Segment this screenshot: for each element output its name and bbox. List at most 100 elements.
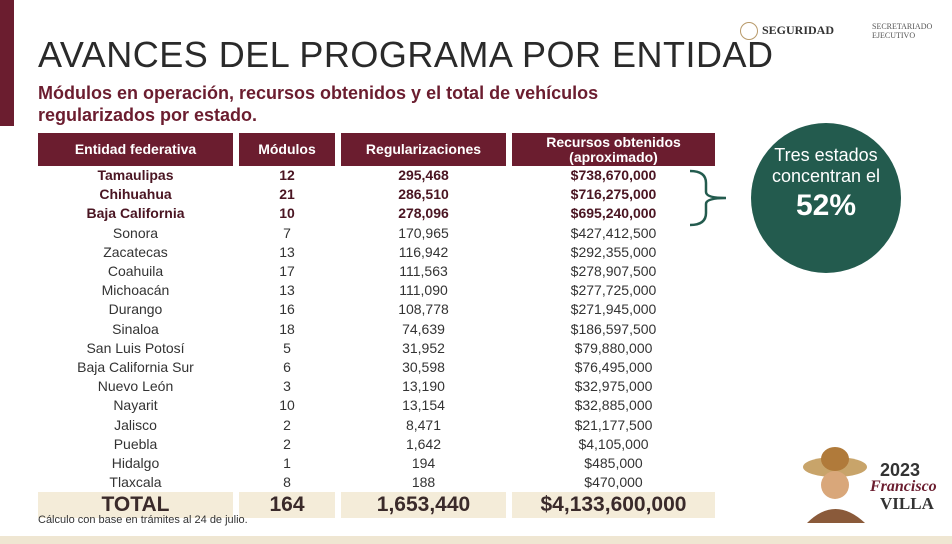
table-cell: $427,412,500 bbox=[570, 224, 657, 241]
emblem-name: Francisco bbox=[870, 478, 937, 495]
table-cell: 13,154 bbox=[402, 397, 445, 414]
table-cell: $695,240,000 bbox=[570, 205, 657, 222]
table-cell: 5 bbox=[283, 339, 291, 356]
table-cell: 8,471 bbox=[405, 416, 442, 433]
table-row: Tamaulipas 12 295,468 $738,670,000 bbox=[38, 166, 715, 185]
table-row: Coahuila 17 111,563 $278,907,500 bbox=[38, 262, 715, 281]
table-cell: $4,105,000 bbox=[578, 435, 649, 452]
table-cell: 3 bbox=[283, 378, 291, 395]
table-cell: 286,510 bbox=[398, 186, 449, 203]
table-cell: 17 bbox=[279, 263, 295, 280]
footer-strip bbox=[0, 536, 952, 544]
table-row: Durango 16 108,778 $271,945,000 bbox=[38, 300, 715, 319]
table-cell: 18 bbox=[279, 320, 295, 337]
logo: SEGURIDAD bbox=[740, 22, 834, 40]
table-cell: 8 bbox=[283, 474, 291, 491]
table-cell: 16 bbox=[279, 301, 295, 318]
table-cell: 21 bbox=[279, 186, 295, 203]
column-header: Entidad federativa bbox=[38, 133, 233, 166]
table-cell: 6 bbox=[283, 358, 291, 375]
table-cell: 170,965 bbox=[398, 224, 449, 241]
table-cell: $738,670,000 bbox=[570, 167, 657, 184]
table-cell: 2 bbox=[283, 435, 291, 452]
table-cell: Nayarit bbox=[113, 397, 158, 414]
column-header: Módulos bbox=[239, 133, 335, 166]
footnote: Cálculo con base en trámites al 24 de ju… bbox=[38, 514, 248, 526]
table-cell: 12 bbox=[279, 167, 295, 184]
table-cell: 111,563 bbox=[399, 263, 448, 280]
table-cell: 194 bbox=[411, 454, 436, 471]
emblem-figure bbox=[803, 447, 867, 523]
table-cell: Durango bbox=[108, 301, 163, 318]
table-row: Baja California 10 278,096 $695,240,000 bbox=[38, 204, 715, 223]
table-cell: Nuevo León bbox=[97, 378, 174, 395]
emblem-name: VILLA bbox=[880, 494, 934, 513]
bracket bbox=[689, 169, 727, 227]
accent-bar bbox=[0, 0, 14, 126]
callout-value: 52% bbox=[795, 189, 857, 222]
callout: Tres estados concentran el 52% bbox=[751, 123, 901, 273]
table-cell: 10 bbox=[279, 397, 295, 414]
column-header: Recursos obtenidos (aproximado) bbox=[512, 133, 715, 166]
table-row: Chihuahua 21 286,510 $716,275,000 bbox=[38, 185, 715, 204]
table-cell: Tamaulipas bbox=[97, 167, 174, 184]
table-cell: 295,468 bbox=[398, 167, 449, 184]
total-cell: $4,133,600,000 bbox=[512, 492, 715, 519]
logo-text: SEGURIDAD bbox=[762, 22, 835, 37]
table-row: Baja California Sur 6 30,598 $76,495,000 bbox=[38, 358, 715, 377]
table-cell: $277,725,000 bbox=[570, 282, 657, 299]
total-cell: TOTAL bbox=[38, 492, 233, 519]
table-cell: 278,096 bbox=[398, 205, 449, 222]
table-cell: $470,000 bbox=[584, 474, 643, 491]
table-row: San Luis Potosí 5 31,952 $79,880,000 bbox=[38, 339, 715, 358]
header-row: Entidad federativa Módulos Regularizacione… bbox=[38, 133, 715, 166]
column-header: Regularizaciones bbox=[341, 133, 506, 166]
table-row: Hidalgo 1 194 $485,000 bbox=[38, 454, 715, 473]
table-cell: 13,190 bbox=[402, 378, 445, 395]
table-cell: 13 bbox=[279, 282, 295, 299]
table-cell: Michoacán bbox=[101, 282, 170, 299]
table-row: Puebla 2 1,642 $4,105,000 bbox=[38, 435, 715, 454]
table-row: Jalisco 2 8,471 $21,177,500 bbox=[38, 415, 715, 434]
total-cell: 1,653,440 bbox=[341, 492, 506, 519]
table-cell: 2 bbox=[283, 416, 291, 433]
table-row: Tlaxcala 8 188 $470,000 bbox=[38, 473, 715, 492]
table-row: Sonora 7 170,965 $427,412,500 bbox=[38, 224, 715, 243]
table-cell: $292,355,000 bbox=[570, 243, 657, 260]
table-cell: Hidalgo bbox=[111, 454, 160, 471]
table-cell: 74,639 bbox=[402, 320, 445, 337]
table-cell: $186,597,500 bbox=[570, 320, 657, 337]
emblem-year: 2023 bbox=[880, 460, 921, 480]
table-cell: Baja California bbox=[86, 205, 185, 222]
table-cell: $32,975,000 bbox=[574, 378, 653, 395]
total-cell: 164 bbox=[239, 492, 335, 519]
table-cell: 108,778 bbox=[398, 301, 449, 318]
table-cell: $21,177,500 bbox=[574, 416, 653, 433]
table-cell: 188 bbox=[411, 474, 436, 491]
table-cell: $79,880,000 bbox=[574, 339, 653, 356]
table-cell: Coahuila bbox=[107, 263, 164, 280]
table-cell: Tlaxcala bbox=[109, 474, 162, 491]
table-row: Nuevo León 3 13,190 $32,975,000 bbox=[38, 377, 715, 396]
subtitle: Módulos en operación, recursos obtenidos… bbox=[38, 83, 599, 125]
table-cell: Baja California Sur bbox=[77, 358, 194, 375]
table-row: Zacatecas 13 116,942 $292,355,000 bbox=[38, 243, 715, 262]
table-cell: $271,945,000 bbox=[570, 301, 657, 318]
table-body: Tamaulipas 12 295,468 $738,670,000 Chihuahua… bbox=[38, 166, 715, 519]
table-cell: 1,642 bbox=[405, 435, 442, 452]
bracket-line bbox=[689, 169, 727, 227]
table-cell: Sinaloa bbox=[112, 320, 159, 337]
table-cell: Zacatecas bbox=[103, 243, 168, 260]
total-row: TOTAL 164 1,653,440 $4,133,600,000 bbox=[38, 492, 715, 519]
table-cell: 13 bbox=[279, 243, 295, 260]
table-cell: 10 bbox=[279, 205, 295, 222]
table-cell: 116,942 bbox=[398, 243, 449, 260]
table-cell: 7 bbox=[283, 224, 291, 241]
table-cell: $76,495,000 bbox=[574, 358, 653, 375]
table-cell: $716,275,000 bbox=[570, 186, 657, 203]
table-cell: Sonora bbox=[112, 224, 159, 241]
table-cell: San Luis Potosí bbox=[86, 339, 185, 356]
table-cell: $278,907,500 bbox=[570, 263, 657, 280]
table-cell: $32,885,000 bbox=[574, 397, 653, 414]
